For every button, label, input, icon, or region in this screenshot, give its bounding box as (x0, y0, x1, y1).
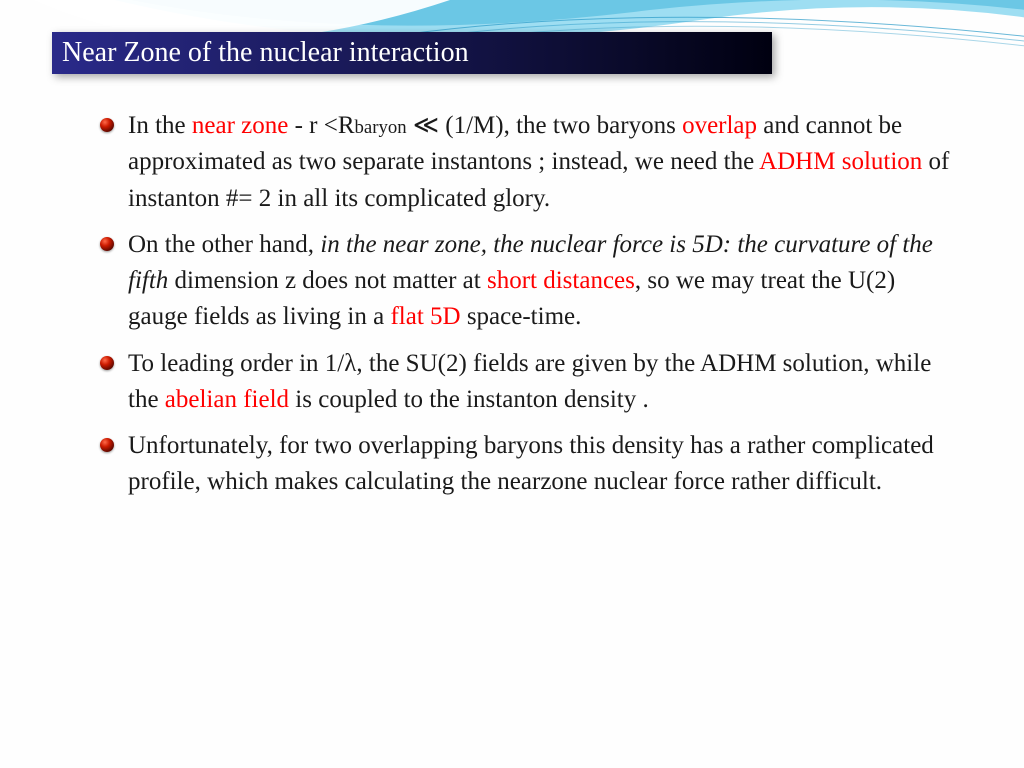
bullet-icon (100, 237, 114, 251)
text-segment: flat 5D (390, 303, 460, 330)
list-item: To leading order in 1/λ, the SU(2) field… (100, 346, 950, 419)
text-segment: - r <R (288, 112, 354, 139)
list-item: On the other hand, in the near zone, the… (100, 227, 950, 336)
bullet-icon (100, 118, 114, 132)
bullet-icon (100, 356, 114, 370)
text-segment: space-time. (461, 303, 582, 330)
text-segment: ADHM solution (759, 148, 922, 175)
text-segment: short distances (487, 267, 635, 294)
slide-title: Near Zone of the nuclear interaction (62, 37, 469, 69)
slide-content: In the near zone - r <Rbaryon ≪ (1/M), t… (100, 108, 950, 511)
text-segment: baryon (355, 117, 407, 138)
text-segment: Unfortunately, for two overlapping baryo… (128, 432, 934, 495)
bullet-list: In the near zone - r <Rbaryon ≪ (1/M), t… (100, 108, 950, 501)
text-segment: ≪ (1/M), the two baryons (407, 112, 682, 139)
text-segment: abelian field (165, 386, 296, 413)
text-segment: dimension z does not matter at (175, 267, 487, 294)
text-segment: In the (128, 112, 192, 139)
text-segment: is coupled to the instanton density . (295, 386, 648, 413)
slide-title-bar: Near Zone of the nuclear interaction (52, 32, 772, 74)
text-segment: On the other hand, (128, 231, 320, 258)
text-segment: overlap (682, 112, 757, 139)
list-item: Unfortunately, for two overlapping baryo… (100, 428, 950, 501)
text-segment: near zone (192, 112, 288, 139)
list-item: In the near zone - r <Rbaryon ≪ (1/M), t… (100, 108, 950, 217)
bullet-icon (100, 438, 114, 452)
